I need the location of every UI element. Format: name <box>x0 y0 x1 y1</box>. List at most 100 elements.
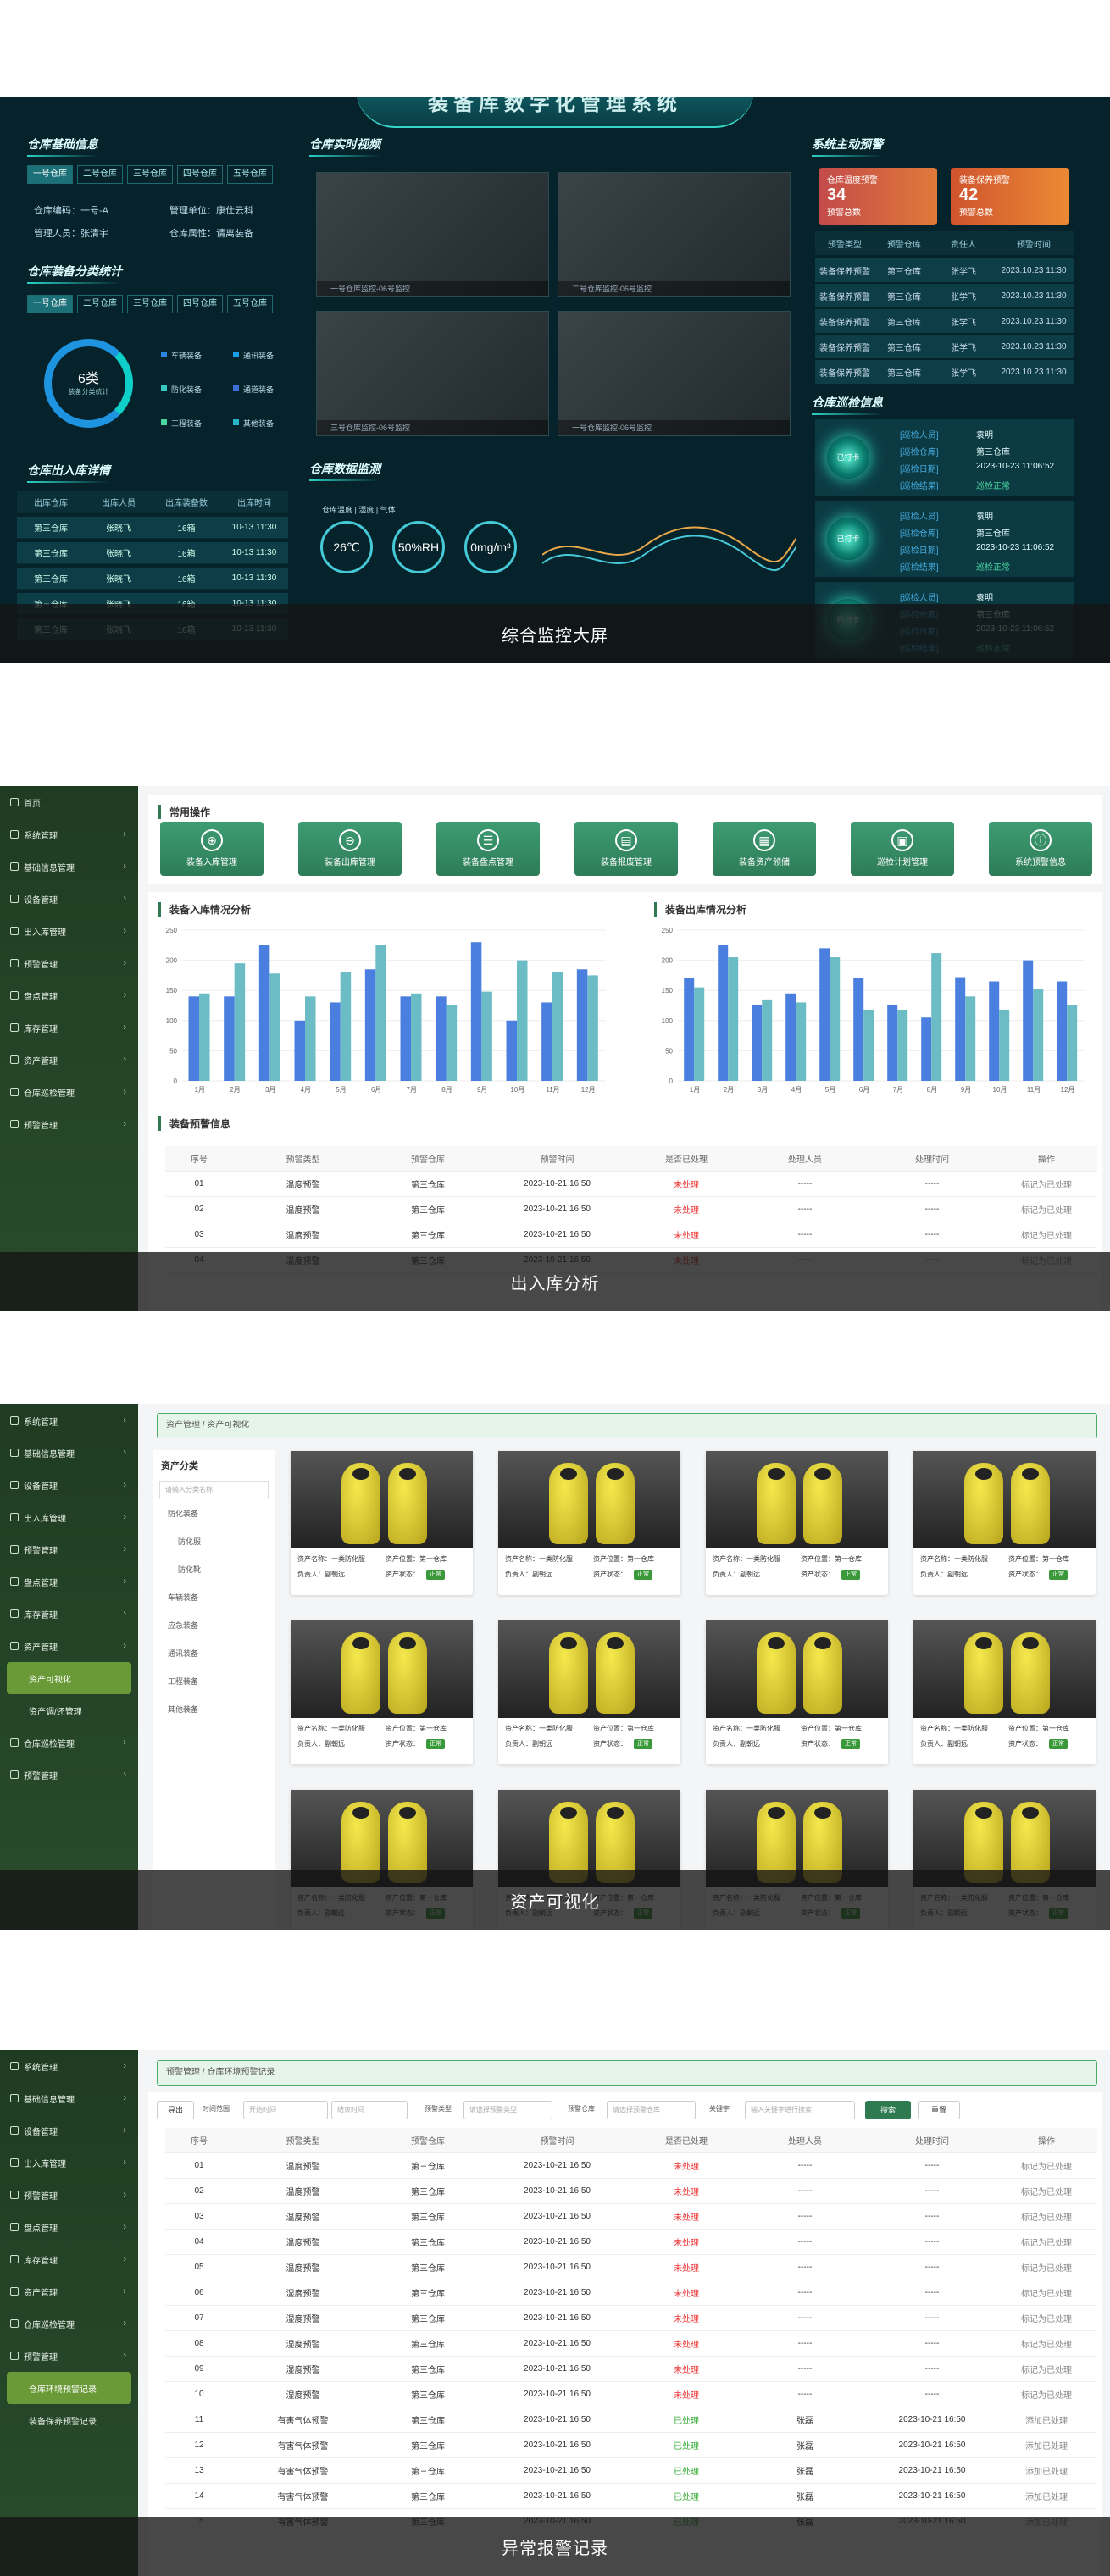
bar[interactable] <box>340 972 352 1081</box>
bar[interactable] <box>506 1020 518 1081</box>
bar[interactable] <box>258 945 270 1081</box>
bar[interactable] <box>400 996 412 1081</box>
row-action-link[interactable]: 标记为已处理 <box>1021 1232 1072 1241</box>
bar[interactable] <box>224 996 235 1081</box>
row-action-link[interactable]: 标记为已处理 <box>1021 2264 1072 2274</box>
sidebar-item[interactable]: 出入库管理 › <box>0 2147 138 2179</box>
quick-button[interactable]: ▦ 装备资产领储 <box>713 822 816 876</box>
sidebar-item[interactable]: 资产可视化 <box>7 1662 131 1694</box>
video-feed[interactable]: 一号仓库监控-06号监控 <box>316 172 549 297</box>
bar[interactable] <box>694 987 705 1081</box>
row-action-link[interactable]: 添加已处理 <box>1025 2442 1068 2451</box>
bar[interactable] <box>294 1020 306 1081</box>
bar[interactable] <box>921 1017 932 1081</box>
bar[interactable] <box>718 945 729 1081</box>
row-action-link[interactable]: 标记为已处理 <box>1021 2188 1072 2197</box>
sidebar-item[interactable]: 设备管理 › <box>0 1469 138 1501</box>
warehouse-tab[interactable]: 三号仓库 <box>127 165 173 184</box>
filter-input[interactable]: 结束时间 <box>331 2101 408 2119</box>
sidebar-item[interactable]: 盘点管理 › <box>0 1565 138 1598</box>
sidebar-item[interactable]: 库存管理 › <box>0 2243 138 2275</box>
search-button[interactable]: 搜索 <box>865 2101 911 2119</box>
bar[interactable] <box>752 1005 763 1081</box>
patrol-item[interactable]: 已打卡 [巡检人员] 袁明 [巡检仓库] 第三仓库 [巡检日期] 2023-10-23 11… <box>815 501 1074 577</box>
alarm-card-maint[interactable]: 装备保养预警 42 预警总数 <box>951 168 1069 225</box>
alarm-card-temp[interactable]: 仓库温度预警 34 预警总数 <box>819 168 937 225</box>
sidebar-item[interactable]: 库存管理 › <box>0 1598 138 1630</box>
row-action-link[interactable]: 添加已处理 <box>1025 2493 1068 2502</box>
bar[interactable] <box>199 993 210 1081</box>
asset-card[interactable]: 资产名称：一类防化服 资产位置：第一仓库负责人：副朝远 资产状态： 正常 <box>291 1451 473 1595</box>
row-action-link[interactable]: 标记为已处理 <box>1021 2341 1072 2350</box>
asset-card[interactable]: 资产名称：一类防化服 资产位置：第一仓库负责人：副朝远 资产状态： 正常 <box>498 1620 680 1764</box>
row-action-link[interactable]: 标记为已处理 <box>1021 2239 1072 2248</box>
sidebar-item[interactable]: 盘点管理 › <box>0 979 138 1011</box>
bar[interactable] <box>819 948 830 1081</box>
quick-button[interactable]: ⓘ 系统预警信息 <box>989 822 1092 876</box>
bar[interactable] <box>955 977 966 1081</box>
alarm-row[interactable]: 装备保养预警 第三仓库 张学飞 2023.10.23 11:30 <box>815 360 1074 384</box>
sidebar-item[interactable]: 设备管理 › <box>0 883 138 915</box>
sidebar-item[interactable]: 出入库管理 › <box>0 915 138 947</box>
bar[interactable] <box>1033 989 1044 1081</box>
quick-button[interactable]: ⊖ 装备出库管理 <box>298 822 402 876</box>
sidebar-item[interactable]: 仓库巡检管理 › <box>0 2307 138 2340</box>
bar[interactable] <box>411 993 422 1081</box>
row-action-link[interactable]: 标记为已处理 <box>1021 2366 1072 2375</box>
bar[interactable] <box>305 996 316 1081</box>
bar[interactable] <box>269 973 280 1081</box>
alarm-row[interactable]: 装备保养预警 第三仓库 张学飞 2023.10.23 11:30 <box>815 309 1074 333</box>
asset-tree-item[interactable]: 工程装备 <box>168 1677 199 1686</box>
row-action-link[interactable]: 标记为已处理 <box>1021 2391 1072 2401</box>
sidebar-item[interactable]: 资产管理 › <box>0 2275 138 2307</box>
bar[interactable] <box>931 953 942 1081</box>
sidebar-item[interactable]: 首页 <box>0 786 138 818</box>
sidebar-item[interactable]: 仓库巡检管理 › <box>0 1726 138 1759</box>
sidebar-item[interactable]: 设备管理 › <box>0 2114 138 2147</box>
video-feed[interactable]: 一号仓库监控-06号监控 <box>558 311 791 436</box>
bar[interactable] <box>728 957 739 1081</box>
row-action-link[interactable]: 添加已处理 <box>1025 2468 1068 2477</box>
asset-card[interactable]: 资产名称：一类防化服 资产位置：第一仓库负责人：副朝远 资产状态： 正常 <box>913 1451 1096 1595</box>
warehouse-tab[interactable]: 一号仓库 <box>27 165 73 184</box>
bar[interactable] <box>999 1009 1010 1081</box>
alarm-row[interactable]: 装备保养预警 第三仓库 张学飞 2023.10.23 11:30 <box>815 284 1074 307</box>
sidebar-item[interactable]: 资产管理 › <box>0 1630 138 1662</box>
warehouse-tab[interactable]: 三号仓库 <box>127 295 173 313</box>
sidebar-item[interactable]: 预警管理 › <box>0 1108 138 1140</box>
warehouse-tab[interactable]: 二号仓库 <box>77 165 123 184</box>
row-action-link[interactable]: 标记为已处理 <box>1021 2163 1072 2172</box>
bar[interactable] <box>785 993 796 1081</box>
bar[interactable] <box>330 1002 341 1081</box>
bar[interactable] <box>364 969 376 1081</box>
row-action-link[interactable]: 标记为已处理 <box>1021 1181 1072 1190</box>
bar[interactable] <box>830 957 841 1081</box>
video-feed[interactable]: 三号仓库监控-06号监控 <box>316 311 549 436</box>
bar[interactable] <box>1067 1005 1078 1081</box>
bar[interactable] <box>576 969 588 1081</box>
asset-card[interactable]: 资产名称：一类防化服 资产位置：第一仓库负责人：副朝远 资产状态： 正常 <box>706 1620 888 1764</box>
bar[interactable] <box>481 991 492 1081</box>
asset-tree-item[interactable]: 防化靴 <box>178 1565 202 1574</box>
asset-tree-search[interactable]: 请输入分类名称 <box>159 1481 269 1499</box>
sidebar-item[interactable]: 仓库巡检管理 › <box>0 1076 138 1108</box>
bar[interactable] <box>470 942 482 1081</box>
patrol-item[interactable]: 已打卡 [巡检人员] 袁明 [巡检仓库] 第三仓库 [巡检日期] 2023-10-23 11… <box>815 419 1074 496</box>
alarm-row[interactable]: 装备保养预警 第三仓库 张学飞 2023.10.23 11:30 <box>815 335 1074 358</box>
sidebar-item[interactable]: 出入库管理 › <box>0 1501 138 1533</box>
warehouse-tab[interactable]: 五号仓库 <box>227 165 273 184</box>
bar[interactable] <box>1023 960 1034 1081</box>
reset-button[interactable]: 重置 <box>918 2101 960 2119</box>
sidebar-item[interactable]: 基础信息管理 › <box>0 2082 138 2114</box>
bar[interactable] <box>188 996 200 1081</box>
sidebar-item[interactable]: 系统管理 › <box>0 1404 138 1437</box>
bar[interactable] <box>375 945 386 1081</box>
warehouse-tab[interactable]: 四号仓库 <box>177 295 223 313</box>
export-button[interactable]: 导出 <box>157 2101 194 2119</box>
filter-input[interactable]: 请选择预警仓库 <box>607 2101 696 2119</box>
sidebar-item[interactable]: 资产管理 › <box>0 1044 138 1076</box>
row-action-link[interactable]: 标记为已处理 <box>1021 1206 1072 1216</box>
sidebar-item[interactable]: 预警管理 › <box>0 2340 138 2372</box>
sidebar-item[interactable]: 装备保养预警记录 <box>0 2404 138 2436</box>
warehouse-tab[interactable]: 四号仓库 <box>177 165 223 184</box>
